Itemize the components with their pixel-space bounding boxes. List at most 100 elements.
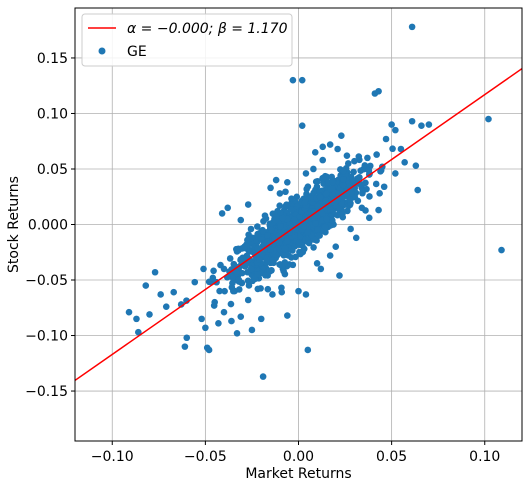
data-point — [498, 246, 505, 254]
data-point — [310, 165, 317, 173]
y-axis-label: Stock Returns — [6, 176, 22, 273]
data-point — [289, 261, 297, 269]
data-point — [310, 214, 318, 221]
data-point — [146, 311, 153, 318]
data-point — [268, 267, 275, 274]
data-point — [200, 265, 207, 273]
data-point — [183, 334, 191, 342]
y-tick-label: 0.15 — [37, 51, 68, 67]
data-point — [275, 239, 283, 246]
x-tick-label: −0.10 — [91, 449, 134, 465]
data-point — [339, 167, 347, 175]
data-point — [235, 247, 242, 254]
data-point — [267, 246, 275, 253]
data-point — [359, 189, 366, 197]
y-tick-label: −0.15 — [25, 384, 68, 400]
data-point — [392, 170, 399, 177]
data-point — [248, 234, 256, 242]
data-point — [364, 154, 371, 162]
legend: α = −0.000; β = 1.170 GE — [81, 13, 293, 67]
data-point — [276, 202, 283, 210]
data-point — [326, 252, 334, 259]
y-tick-label: 0.05 — [37, 162, 68, 178]
data-point — [238, 269, 246, 277]
data-point — [277, 209, 284, 217]
data-point — [305, 239, 313, 247]
data-point — [331, 199, 339, 207]
data-point — [366, 193, 373, 200]
data-point — [228, 317, 235, 325]
data-point — [344, 160, 352, 167]
data-point — [327, 206, 334, 214]
data-point — [380, 183, 388, 191]
data-point — [224, 204, 232, 212]
data-point — [162, 303, 170, 310]
scatter-points — [125, 23, 505, 380]
data-point — [334, 211, 341, 219]
data-point — [272, 216, 280, 224]
data-point — [209, 274, 217, 282]
data-point — [142, 282, 150, 289]
data-point — [241, 263, 249, 270]
data-point — [382, 135, 390, 143]
data-point — [257, 315, 265, 323]
data-point — [328, 184, 336, 192]
data-point — [408, 117, 416, 125]
data-point — [326, 141, 334, 148]
y-tick-label: −0.05 — [25, 273, 68, 289]
data-point — [280, 251, 288, 259]
data-point — [239, 254, 246, 262]
data-point — [278, 288, 286, 296]
data-point — [401, 159, 408, 166]
data-point — [328, 217, 336, 224]
y-tick-label: −0.10 — [25, 329, 68, 345]
data-point — [133, 315, 140, 323]
data-point — [298, 122, 306, 129]
x-tick-label: 0.10 — [469, 449, 500, 465]
data-point — [228, 266, 235, 273]
data-point — [304, 229, 312, 236]
data-point — [418, 122, 425, 129]
data-point — [276, 190, 284, 197]
data-point — [298, 76, 306, 84]
data-point — [269, 291, 276, 298]
data-point — [334, 145, 341, 153]
data-point — [151, 268, 159, 276]
data-point — [314, 203, 321, 210]
data-point — [314, 226, 321, 234]
data-point — [321, 223, 329, 231]
data-point — [288, 195, 295, 203]
data-point — [247, 225, 255, 233]
data-point — [258, 250, 266, 258]
data-point — [270, 259, 277, 267]
y-ticks: −0.15 −0.10 −0.05 0.000 0.05 0.10 0.15 — [25, 51, 75, 400]
data-point — [268, 226, 275, 234]
data-point — [350, 168, 357, 176]
data-point — [257, 236, 265, 244]
data-point — [319, 156, 327, 164]
data-point — [301, 245, 308, 253]
data-point — [313, 260, 321, 267]
x-ticks: −0.10 −0.05 0.00 0.05 0.10 — [91, 441, 500, 465]
data-point — [302, 291, 310, 298]
data-point — [210, 267, 217, 275]
data-point — [259, 373, 267, 380]
regression-line-layer — [75, 68, 522, 381]
data-point — [216, 287, 223, 295]
data-point — [215, 320, 222, 327]
data-point — [332, 243, 340, 251]
data-point — [392, 126, 399, 134]
data-point — [226, 255, 234, 262]
data-point — [248, 326, 256, 334]
legend-scatter-label: GE — [127, 44, 147, 60]
data-point — [344, 180, 352, 188]
data-point — [354, 175, 361, 182]
data-point — [295, 239, 303, 246]
data-point — [292, 253, 299, 261]
data-point — [338, 132, 345, 139]
data-point — [280, 267, 287, 275]
data-point — [358, 204, 366, 212]
data-point — [287, 206, 295, 214]
data-point — [211, 298, 218, 306]
